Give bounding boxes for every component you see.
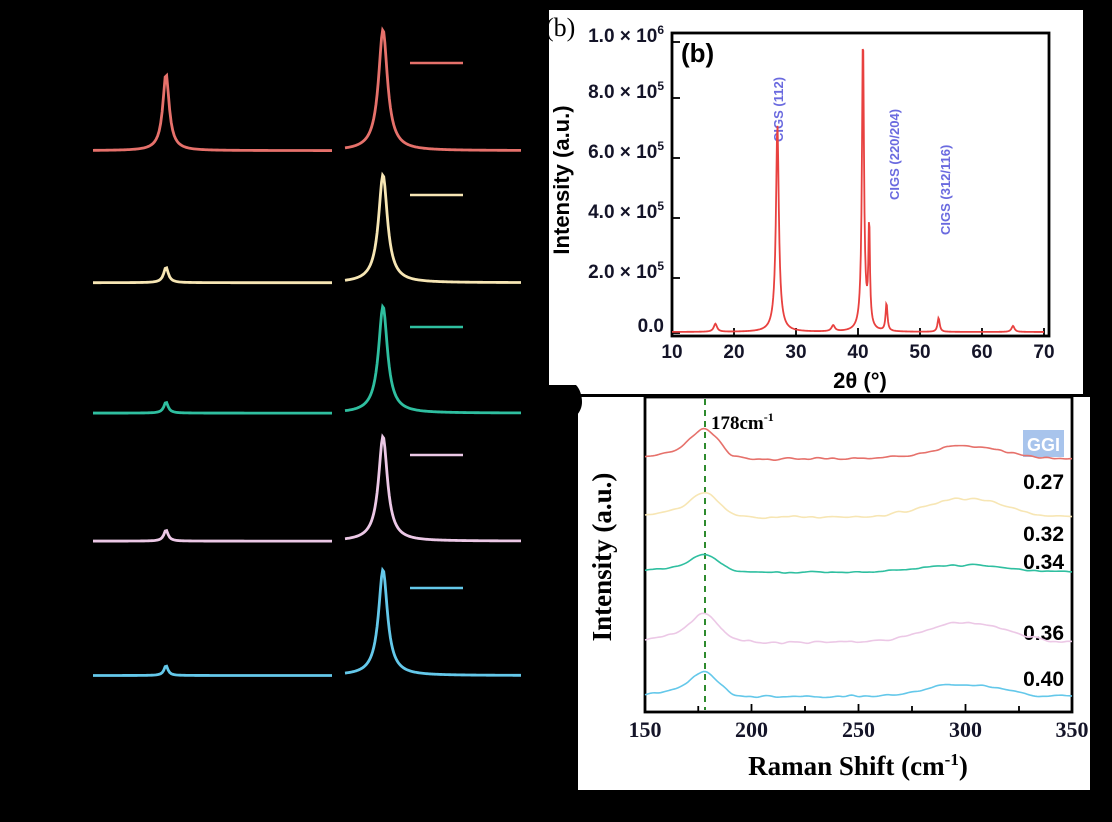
- svg-text:1.0 × 106: 1.0 × 106: [588, 23, 664, 47]
- svg-text:20: 20: [723, 342, 744, 363]
- svg-text:8.0 × 105: 8.0 × 105: [588, 79, 664, 103]
- svg-text:350: 350: [1056, 717, 1089, 742]
- svg-text:0.0: 0.0: [638, 316, 664, 337]
- svg-text:2θ (°): 2θ (°): [833, 368, 887, 393]
- svg-text:300: 300: [949, 717, 982, 742]
- svg-text:4.0 × 105: 4.0 × 105: [588, 199, 664, 223]
- svg-text:Intensity (a.u.): Intensity (a.u.): [587, 473, 617, 642]
- svg-text:CIGS (312/116): CIGS (312/116): [938, 145, 953, 235]
- svg-text:2.0 × 105: 2.0 × 105: [588, 259, 664, 283]
- svg-text:250: 250: [842, 717, 875, 742]
- svg-text:60: 60: [971, 342, 992, 363]
- svg-text:6.0 × 105: 6.0 × 105: [588, 139, 664, 163]
- svg-text:0.32: 0.32: [1023, 523, 1064, 546]
- svg-text:10: 10: [661, 342, 682, 363]
- svg-text:0.27: 0.27: [1023, 471, 1064, 494]
- svg-text:GGI: GGI: [1027, 435, 1060, 455]
- svg-text:Intensity (a.u.): Intensity (a.u.): [549, 105, 574, 254]
- svg-text:150: 150: [629, 717, 662, 742]
- svg-text:40: 40: [847, 342, 868, 363]
- svg-text:200: 200: [735, 717, 768, 742]
- svg-text:30: 30: [785, 342, 806, 363]
- svg-text:178cm-1: 178cm-1: [711, 410, 774, 434]
- svg-text:0.40: 0.40: [1023, 668, 1064, 691]
- svg-text:(b): (b): [681, 38, 714, 68]
- svg-text:CIGS (220/204): CIGS (220/204): [887, 109, 902, 200]
- svg-text:Raman Shift (cm-1): Raman Shift (cm-1): [748, 750, 968, 781]
- svg-text:70: 70: [1033, 342, 1054, 363]
- svg-text:50: 50: [909, 342, 930, 363]
